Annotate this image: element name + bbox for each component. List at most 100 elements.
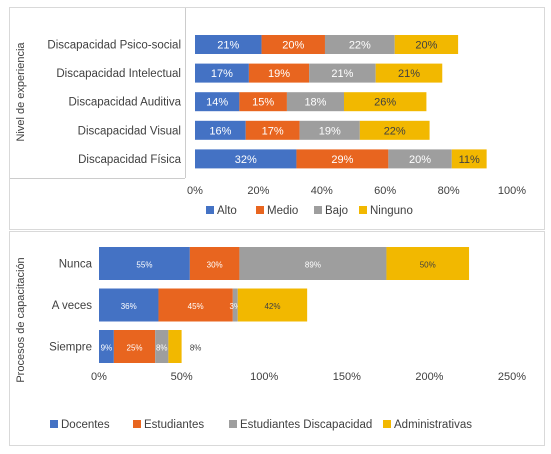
x-tick-label: 0% [91, 371, 107, 383]
chart-1-ylabel: Nivel de experiencia [15, 42, 27, 142]
legend-label: Medio [267, 205, 298, 217]
category-label: Discapacidad Intelectual [56, 68, 181, 80]
bar-segment-alto [195, 149, 297, 169]
bar-segment-ninguno [394, 35, 459, 54]
data-label: 3% [230, 302, 242, 311]
data-label: 16% [209, 125, 231, 137]
bar-segment-estudiantes [158, 288, 233, 322]
bar-segment-ninguno [375, 63, 443, 83]
data-label: 42% [264, 302, 280, 311]
data-label: 9% [101, 344, 113, 353]
x-tick-label: 200% [415, 371, 443, 383]
data-label: 22% [349, 40, 371, 52]
legend-label: Bajo [325, 205, 348, 217]
data-label: 29% [331, 154, 353, 166]
data-label: 14% [206, 97, 228, 109]
data-label: 21% [217, 40, 239, 52]
bar-segment-alto [195, 92, 240, 112]
bar-segment-estudiantes-discapacidad [155, 330, 169, 363]
chart-1-plot: Discapacidad Psico-social 21% 20% 22% 20% Dis… [47, 35, 526, 217]
bar-segment-ninguno [343, 92, 427, 112]
data-label: 21% [331, 68, 353, 80]
x-tick-label: 100% [498, 185, 526, 197]
bar-segment-medio [248, 63, 310, 83]
data-label: 30% [207, 261, 223, 270]
bar-segment-estudiantes-discapacidad [232, 288, 238, 322]
legend-swatch-docentes [50, 420, 58, 428]
legend-swatch-bajo [314, 206, 322, 214]
chart-2-ylabel: Procesos de capacitación [15, 257, 27, 382]
legend-label: Estudiantes Discapacidad [240, 419, 372, 431]
category-label: Discapacidad Auditiva [68, 97, 181, 109]
data-label: 55% [136, 261, 152, 270]
bar-segment-alto [195, 63, 249, 83]
category-label: Discapacidad Psico-social [47, 40, 181, 52]
data-label: 45% [188, 302, 204, 311]
x-tick-label: 80% [438, 185, 460, 197]
data-label: 17% [262, 125, 284, 137]
bar-segment-ninguno [359, 120, 430, 140]
bar-segment-medio [261, 35, 325, 54]
legend-label: Ninguno [370, 205, 413, 217]
chart-2-plot: Nunca 55% 30% 89% 50% A veces 36% 45% 3% 42% Siemp… [49, 247, 526, 431]
data-label: 20% [282, 40, 304, 52]
bar-segment-bajo [324, 35, 395, 54]
bar-segment-docentes [99, 330, 114, 363]
bar-segment-bajo [388, 149, 452, 169]
bar-segment-alto [195, 120, 246, 140]
legend-swatch-administrativas [383, 420, 391, 428]
bar-segment-estudiantes-discapacidad [239, 247, 387, 280]
bar-segment-alto [195, 35, 262, 54]
data-label: 25% [127, 344, 143, 353]
bar-segment-estudiantes [113, 330, 156, 363]
x-tick-label: 150% [333, 371, 361, 383]
legend-swatch-ninguno [359, 206, 367, 214]
x-tick-label: 20% [247, 185, 269, 197]
legend-label: Administrativas [394, 419, 472, 431]
legend-swatch-estudiantes [133, 420, 141, 428]
category-label: Discapacidad Visual [78, 125, 181, 137]
data-label: 50% [420, 261, 436, 270]
data-label: 89% [305, 261, 321, 270]
category-label: Discapacidad Física [78, 154, 182, 166]
data-label: 15% [252, 97, 274, 109]
data-label: 21% [398, 68, 420, 80]
bar-segment-administrativas [168, 330, 182, 363]
bar-segment-medio [245, 120, 300, 140]
x-tick-label: 50% [171, 371, 193, 383]
data-label: 19% [268, 68, 290, 80]
data-label: 8% [156, 344, 168, 353]
legend-label: Estudiantes [144, 419, 204, 431]
legend-swatch-estudiantes-discapacidad [229, 420, 237, 428]
bar-segment-docentes [99, 288, 159, 322]
category-label: A veces [52, 300, 93, 312]
bar-segment-docentes [99, 247, 190, 280]
bar-segment-administrativas [237, 288, 308, 322]
bar-segment-estudiantes [189, 247, 240, 280]
bar-segment-administrativas [386, 247, 470, 280]
data-label: 19% [319, 125, 341, 137]
data-label: 22% [384, 125, 406, 137]
data-label: 17% [211, 68, 233, 80]
data-label: 18% [304, 97, 326, 109]
x-tick-label: 250% [498, 371, 526, 383]
data-label: 8% [190, 344, 202, 353]
legend-swatch-alto [206, 206, 214, 214]
bar-segment-bajo [286, 92, 344, 112]
bar-segment-ninguno [451, 149, 487, 169]
x-tick-label: 40% [311, 185, 333, 197]
data-label: 32% [235, 154, 257, 166]
category-label: Siempre [49, 342, 92, 354]
category-label: Nunca [59, 259, 93, 271]
data-label: 36% [121, 302, 137, 311]
data-label: 26% [374, 97, 396, 109]
bar-segment-medio [239, 92, 287, 112]
data-label: 11% [459, 154, 480, 166]
x-tick-label: 0% [187, 185, 203, 197]
bar-segment-bajo [299, 120, 360, 140]
x-tick-label: 60% [374, 185, 396, 197]
data-label: 20% [409, 154, 431, 166]
bar-segment-medio [296, 149, 389, 169]
x-tick-label: 100% [250, 371, 278, 383]
